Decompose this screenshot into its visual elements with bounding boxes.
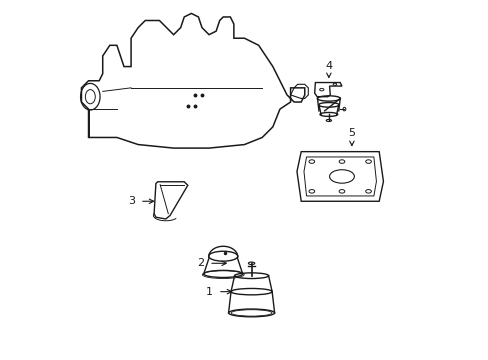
Text: 2: 2 <box>197 258 204 268</box>
Text: 3: 3 <box>128 196 135 206</box>
Text: 5: 5 <box>347 128 355 138</box>
Text: 1: 1 <box>206 287 213 297</box>
Text: 4: 4 <box>325 61 332 71</box>
